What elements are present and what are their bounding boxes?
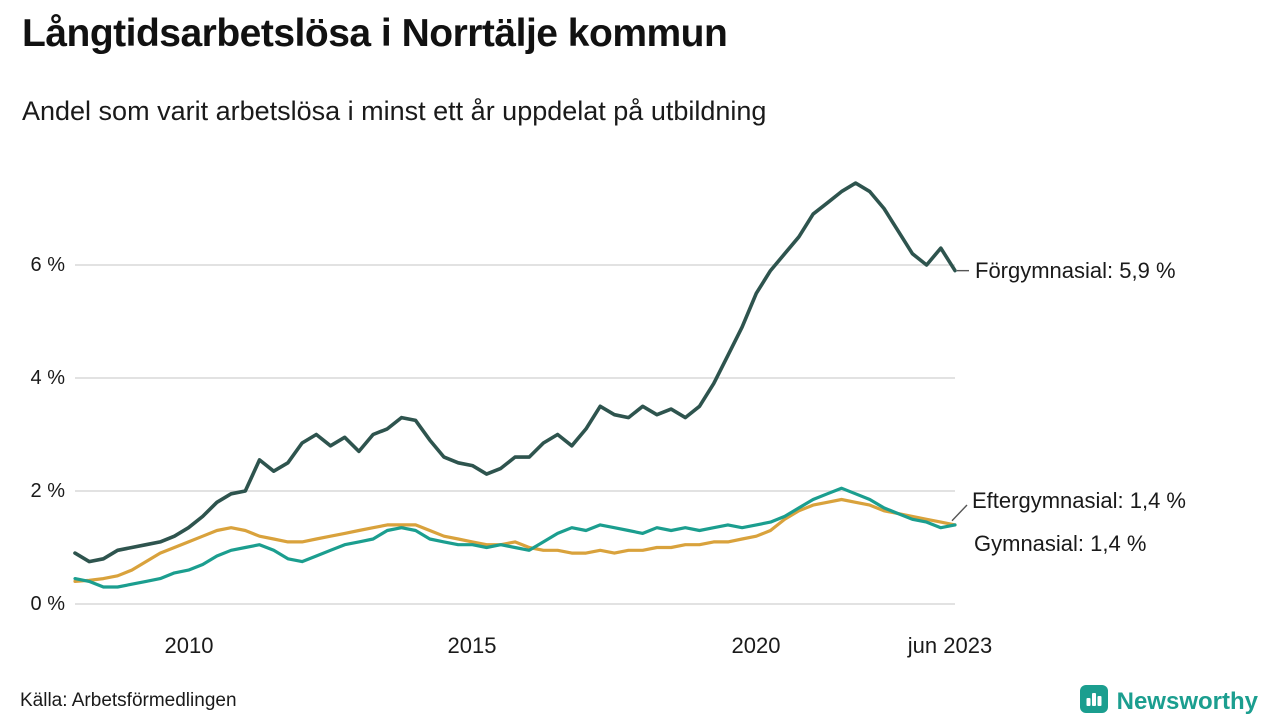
x-tick-label-2: 2020 bbox=[731, 633, 781, 658]
newsworthy-brand-name: Newsworthy bbox=[1116, 687, 1258, 715]
chart-subtitle: Andel som varit arbetslösa i minst ett å… bbox=[22, 96, 767, 126]
y-tick-label-2: 4 % bbox=[30, 367, 65, 389]
series-end-label-forgymnasial: Förgymnasial: 5,9 % bbox=[975, 258, 1176, 283]
series-end-label-gymnasial: Gymnasial: 1,4 % bbox=[974, 531, 1147, 556]
newsworthy-brand: Newsworthy bbox=[1079, 684, 1258, 719]
y-tick-label-3: 6 % bbox=[30, 254, 65, 276]
y-tick-label-1: 2 % bbox=[30, 480, 65, 502]
x-tick-label-3: jun 2023 bbox=[907, 633, 993, 658]
source-credit: Källa: Arbetsförmedlingen bbox=[20, 690, 237, 711]
x-tick-label-1: 2015 bbox=[447, 633, 497, 658]
y-tick-label-0: 0 % bbox=[30, 593, 65, 615]
page-title: Långtidsarbetslösa i Norrtälje kommun bbox=[22, 12, 728, 55]
x-tick-label-0: 2010 bbox=[164, 633, 214, 658]
newsworthy-logo-icon bbox=[1079, 684, 1109, 719]
series-end-label-eftergymnasial: Eftergymnasial: 1,4 % bbox=[972, 488, 1186, 513]
